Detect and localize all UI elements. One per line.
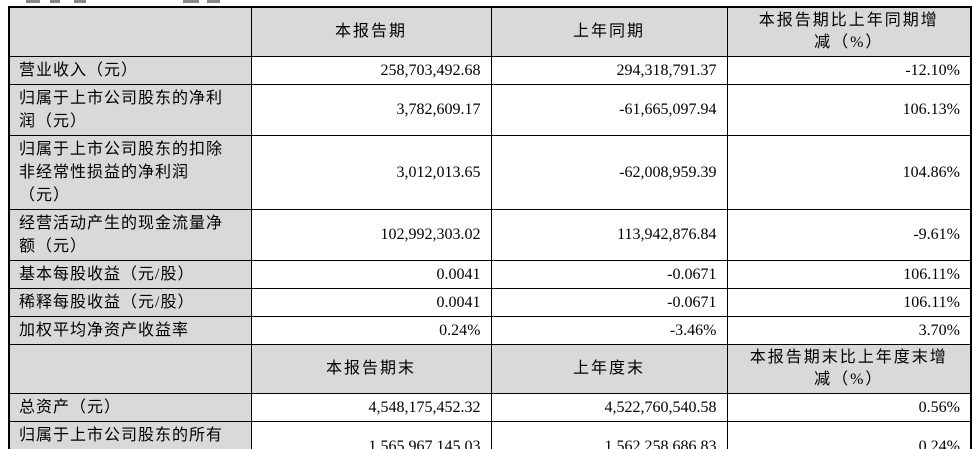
prior-period-value: -61,665,097.94 (490, 84, 728, 136)
empty-corner-cell (8, 6, 252, 57)
row-label: 基本每股收益（元/股） (8, 260, 252, 289)
row-label: 经营活动产生的现金流量净额（元） (8, 209, 252, 261)
col-header-period-end-change: 本报告期末比上年度末增减（%） (726, 344, 972, 394)
current-period-value: 3,782,609.17 (250, 84, 492, 136)
empty-corner-cell (8, 344, 252, 394)
row-label: 加权平均净资产收益率 (8, 316, 252, 345)
prior-period-value: 1,562,258,686.83 (490, 421, 728, 449)
clipped-text-fragment (74, 0, 86, 3)
clipped-text-fragment (50, 0, 60, 3)
col-header-change: 本报告期比上年同期增减（%） (726, 6, 972, 57)
current-period-value: 258,703,492.68 (250, 56, 492, 85)
row-label: 归属于上市公司股东的净利润（元） (8, 84, 252, 136)
table-row-basic-eps: 基本每股收益（元/股） 0.0041 -0.0671 106.11% (8, 260, 972, 289)
clipped-text-fragment (183, 0, 199, 3)
change-value: 106.11% (726, 288, 972, 317)
clipped-text-fragment (26, 0, 40, 3)
col-header-period-end: 本报告期末 (250, 344, 492, 394)
prior-period-value: -3.46% (490, 316, 728, 345)
prior-period-value: -62,008,959.39 (490, 135, 728, 210)
change-value: 106.11% (726, 260, 972, 289)
row-label: 总资产（元） (8, 393, 252, 422)
prior-period-value: -0.0671 (490, 260, 728, 289)
header-row-balance: 本报告期末 上年度末 本报告期末比上年度末增减（%） (8, 344, 972, 394)
current-period-value: 0.24% (250, 316, 492, 345)
table-row-deducted-net-profit: 归属于上市公司股东的扣除非经常性损益的净利润（元） 3,012,013.65 -… (8, 135, 972, 210)
table-row-total-assets: 总资产（元） 4,548,175,452.32 4,522,760,540.58… (8, 393, 972, 422)
header-row-income: 本报告期 上年同期 本报告期比上年同期增减（%） (8, 6, 972, 57)
row-label: 营业收入（元） (8, 56, 252, 85)
prior-period-value: 113,942,876.84 (490, 209, 728, 261)
table-row-owners-equity: 归属于上市公司股东的所有者权益（元） 1,565,967,145.03 1,56… (8, 421, 972, 449)
change-value: -12.10% (726, 56, 972, 85)
row-label: 归属于上市公司股东的扣除非经常性损益的净利润（元） (8, 135, 252, 210)
current-period-value: 3,012,013.65 (250, 135, 492, 210)
table-row-net-profit: 归属于上市公司股东的净利润（元） 3,782,609.17 -61,665,09… (8, 84, 972, 136)
table-row-operating-cash-flow: 经营活动产生的现金流量净额（元） 102,992,303.02 113,942,… (8, 209, 972, 261)
current-period-value: 102,992,303.02 (250, 209, 492, 261)
clipped-text-fragment (207, 0, 220, 3)
change-value: 0.56% (726, 393, 972, 422)
current-period-value: 0.0041 (250, 288, 492, 317)
prior-period-value: 4,522,760,540.58 (490, 393, 728, 422)
current-period-value: 1,565,967,145.03 (250, 421, 492, 449)
key-accounting-data-table: 本报告期 上年同期 本报告期比上年同期增减（%） 营业收入（元） 258,703… (8, 6, 972, 449)
change-value: 104.86% (726, 135, 972, 210)
col-header-prior-year-end: 上年度末 (490, 344, 728, 394)
table-row-revenue: 营业收入（元） 258,703,492.68 294,318,791.37 -1… (8, 56, 972, 85)
table-row-diluted-eps: 稀释每股收益（元/股） 0.0041 -0.0671 106.11% (8, 288, 972, 317)
change-value: 106.13% (726, 84, 972, 136)
table-row-weighted-avg-roe: 加权平均净资产收益率 0.24% -3.46% 3.70% (8, 316, 972, 345)
col-header-current-period: 本报告期 (250, 6, 492, 57)
current-period-value: 0.0041 (250, 260, 492, 289)
current-period-value: 4,548,175,452.32 (250, 393, 492, 422)
col-header-prior-period: 上年同期 (490, 6, 728, 57)
change-value: 0.24% (726, 421, 972, 449)
change-value: -9.61% (726, 209, 972, 261)
row-label: 稀释每股收益（元/股） (8, 288, 252, 317)
prior-period-value: 294,318,791.37 (490, 56, 728, 85)
prior-period-value: -0.0671 (490, 288, 728, 317)
row-label: 归属于上市公司股东的所有者权益（元） (8, 421, 252, 449)
change-value: 3.70% (726, 316, 972, 345)
